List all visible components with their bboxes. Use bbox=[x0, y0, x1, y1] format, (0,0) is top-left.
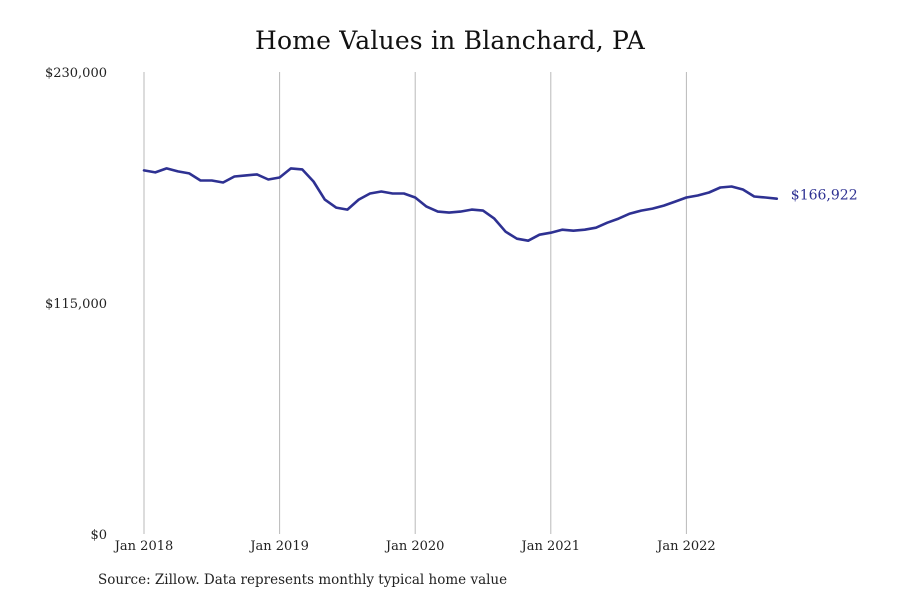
vertical-gridlines bbox=[143, 72, 687, 534]
y-tick-label: $115,000 bbox=[45, 297, 107, 312]
series-line bbox=[142, 167, 779, 242]
x-tick-label: Jan 2021 bbox=[520, 539, 581, 554]
x-tick-label: Jan 2020 bbox=[384, 539, 445, 554]
chart-title: Home Values in Blanchard, PA bbox=[254, 26, 646, 55]
x-tick-label: Jan 2018 bbox=[113, 539, 174, 554]
end-value-layer: $166,922 bbox=[791, 188, 858, 204]
end-value-label: $166,922 bbox=[791, 188, 858, 204]
y-tick-label: $230,000 bbox=[45, 66, 107, 81]
x-axis-tick-labels: Jan 2018 Jan 2019 Jan 2020 Jan 2021 Jan 2022 bbox=[113, 539, 716, 554]
y-axis-tick-labels: $0 $115,000 $230,000 bbox=[45, 66, 107, 543]
series-layer bbox=[142, 167, 779, 242]
source-note: Source: Zillow. Data represents monthly … bbox=[98, 572, 508, 588]
x-tick-label: Jan 2022 bbox=[655, 539, 716, 554]
x-tick-label: Jan 2019 bbox=[248, 539, 309, 554]
y-tick-label: $0 bbox=[90, 528, 107, 543]
